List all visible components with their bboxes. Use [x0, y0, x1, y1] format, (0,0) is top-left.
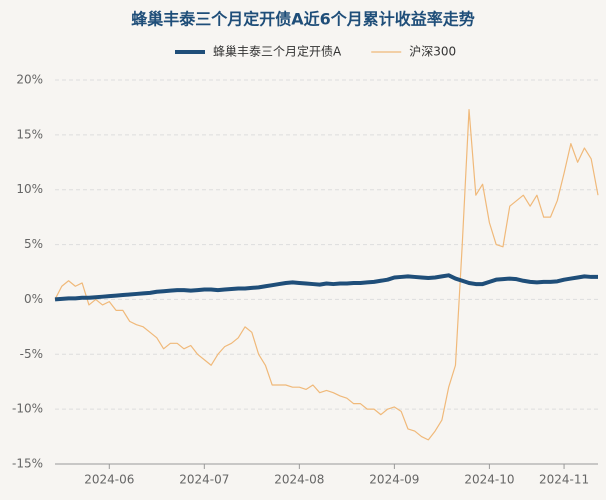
- legend-label: 蜂巢丰泰三个月定开债A: [213, 44, 342, 59]
- x-tick-label: 2024-10: [464, 473, 514, 487]
- x-tick-label: 2024-06: [84, 473, 134, 487]
- x-tick-label: 2024-08: [274, 473, 324, 487]
- y-tick-label: -10%: [12, 402, 43, 416]
- x-tick-label: 2024-11: [539, 473, 589, 487]
- y-tick-label: -5%: [20, 347, 43, 361]
- chart-title: 蜂巢丰泰三个月定开债A近6个月累计收益率走势: [131, 10, 475, 29]
- y-tick-label: 0%: [24, 292, 43, 306]
- series-line: [54, 109, 599, 441]
- x-tick-label: 2024-09: [369, 473, 419, 487]
- x-tick-label: 2024-07: [179, 473, 229, 487]
- legend-label: 沪深300: [409, 45, 456, 59]
- y-tick-label: -15%: [12, 457, 43, 471]
- y-tick-label: 20%: [16, 73, 43, 87]
- y-tick-label: 10%: [16, 182, 43, 196]
- y-tick-label: 15%: [16, 127, 43, 141]
- series-line: [54, 273, 598, 302]
- y-tick-label: 5%: [24, 237, 43, 251]
